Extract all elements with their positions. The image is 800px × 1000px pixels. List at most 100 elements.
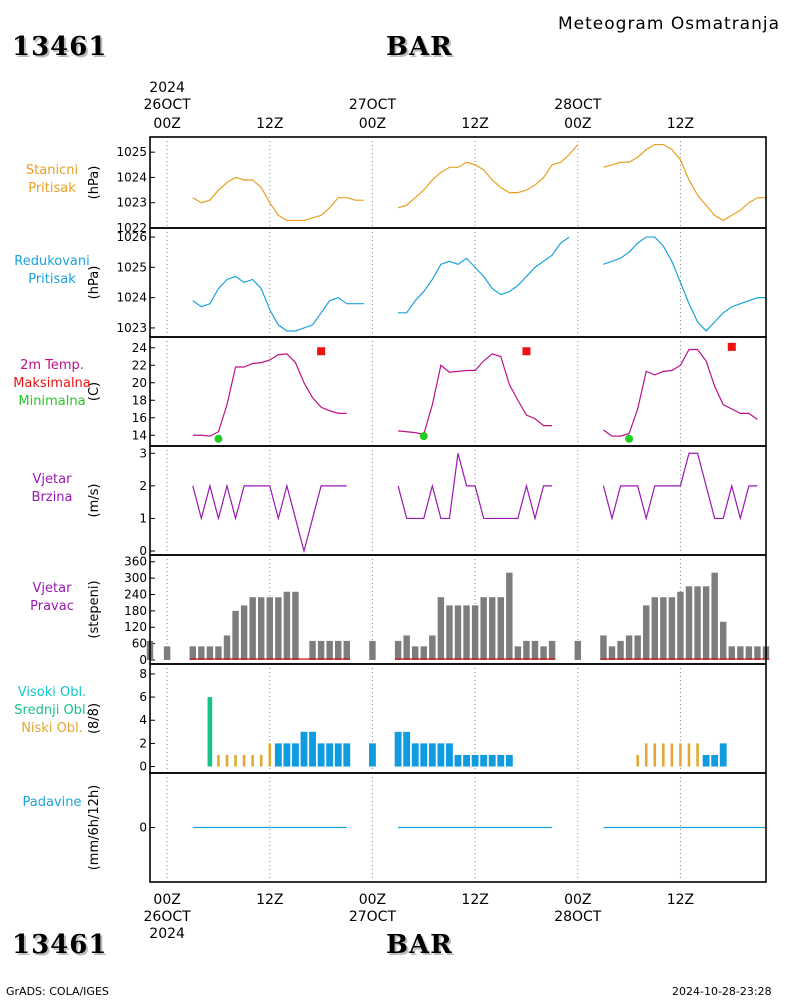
bar-wind-direction: [677, 591, 684, 660]
bar-clouds: [326, 743, 334, 767]
bar-clouds: [292, 743, 299, 767]
bottom-hour-label: 12Z: [461, 892, 488, 908]
bar-clouds: [653, 743, 657, 767]
y-axis-label: (hPa): [87, 166, 102, 200]
bar-clouds: [670, 743, 674, 767]
bar-wind-direction: [317, 640, 325, 660]
y-tick-label: 240: [124, 587, 147, 601]
panel-label: Pritisak: [28, 272, 76, 287]
y-axis-label: (m/s): [87, 484, 102, 518]
top-hour-label: 12Z: [667, 116, 694, 132]
top-hour-label: 00Z: [359, 116, 386, 132]
bar-clouds: [403, 731, 411, 767]
bar-clouds: [268, 743, 272, 767]
y-axis-label: (C): [87, 382, 102, 401]
panel-label: Minimalna: [18, 394, 85, 409]
y-tick-label: 0: [139, 653, 147, 667]
tmin-marker: [419, 432, 428, 441]
y-tick-label: 1023: [116, 321, 147, 335]
bar-wind-direction: [480, 597, 487, 660]
bar-wind-direction: [163, 646, 171, 660]
bar-clouds: [719, 743, 727, 767]
panel-label: Pravac: [30, 599, 74, 614]
bar-wind-direction: [608, 646, 616, 660]
bottom-hour-label: 00Z: [153, 892, 180, 908]
bar-wind-direction: [523, 640, 530, 660]
y-tick-label: 4: [139, 713, 147, 727]
y-tick-label: 360: [124, 555, 147, 569]
panel-label: Vjetar: [33, 472, 73, 487]
bar-clouds: [274, 743, 282, 767]
bar-clouds: [420, 743, 428, 767]
series-line: [192, 353, 347, 437]
bar-wind-direction: [531, 640, 539, 660]
bar-clouds: [702, 754, 710, 767]
panel-frame: [149, 227, 767, 338]
panel-frame: [149, 445, 767, 556]
bar-wind-direction: [489, 597, 496, 660]
bottom-hour-label: 12Z: [256, 892, 283, 908]
bottom-date-label: 26OCT: [144, 909, 192, 925]
panel-label: Vjetar: [33, 581, 73, 596]
panel-frame: [149, 136, 767, 229]
y-tick-label: 0: [139, 760, 147, 774]
bar-wind-direction: [420, 646, 427, 660]
tmin-marker: [625, 434, 634, 443]
bottom-hour-label: 12Z: [667, 892, 694, 908]
bar-clouds: [428, 743, 436, 767]
station-name-bottom: BAR: [386, 930, 453, 960]
tmin-marker: [214, 434, 223, 443]
tmax-marker: [522, 347, 531, 356]
bar-wind-direction: [548, 640, 556, 660]
y-tick-label: 20: [132, 376, 147, 390]
y-tick-label: 6: [139, 690, 147, 704]
bar-clouds: [259, 754, 263, 767]
bar-clouds: [369, 743, 376, 767]
bar-clouds: [488, 754, 496, 767]
y-tick-label: 8: [139, 667, 147, 681]
bar-clouds: [234, 754, 237, 767]
bar-wind-direction: [189, 646, 196, 660]
bar-clouds: [480, 754, 488, 767]
bar-wind-direction: [403, 635, 410, 660]
y-tick-label: 2: [139, 479, 147, 493]
y-tick-label: 120: [124, 620, 147, 634]
bar-wind-direction: [720, 621, 727, 660]
bar-wind-direction: [206, 646, 214, 660]
bar-wind-direction: [540, 646, 547, 660]
top-hour-label: 12Z: [461, 116, 488, 132]
station-id-bottom: 13461: [12, 930, 108, 960]
panel-label: Pritisak: [28, 181, 76, 196]
y-tick-label: 60: [132, 637, 147, 651]
y-axis-label: (8/8): [87, 703, 102, 734]
bar-wind-direction: [711, 572, 718, 660]
series-line: [397, 144, 579, 209]
bar-wind-direction: [335, 640, 342, 660]
y-tick-label: 1022: [116, 221, 147, 235]
top-hour-label: 00Z: [564, 116, 591, 132]
series-line: [603, 236, 766, 332]
panel-frame: [149, 336, 767, 447]
bar-wind-direction: [600, 635, 607, 660]
station-id-top: 13461: [12, 32, 108, 62]
panel-label: Redukovani: [14, 254, 89, 269]
bottom-date-label: 28OCT: [554, 909, 602, 925]
y-tick-label: 24: [132, 341, 147, 355]
bar-clouds: [437, 743, 445, 767]
bar-wind-direction: [215, 646, 222, 660]
bar-clouds: [225, 754, 229, 767]
y-tick-label: 180: [124, 604, 147, 618]
bar-wind-direction: [437, 597, 445, 660]
top-hour-label: 00Z: [153, 116, 180, 132]
top-year-label: 2024: [149, 80, 185, 96]
bar-clouds: [446, 743, 453, 767]
series-line: [603, 348, 758, 437]
bar-wind-direction: [326, 640, 333, 660]
y-tick-label: 300: [124, 571, 147, 585]
footer-software: GrADS: COLA/IGES: [6, 985, 109, 998]
bar-clouds: [251, 754, 254, 767]
bar-wind-direction: [745, 646, 753, 660]
top-date-label: 27OCT: [349, 97, 397, 113]
y-tick-label: 1025: [116, 145, 147, 159]
bar-clouds: [711, 754, 719, 767]
